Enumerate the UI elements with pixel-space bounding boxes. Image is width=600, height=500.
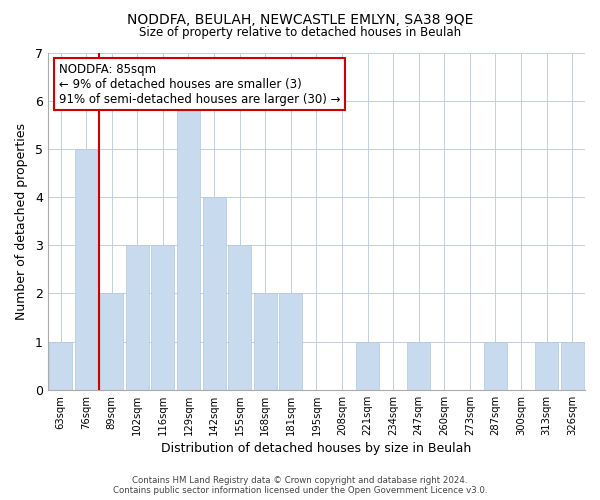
Bar	[560, 342, 584, 390]
Y-axis label: Number of detached properties: Number of detached properties	[15, 122, 28, 320]
Bar	[177, 100, 200, 390]
Bar	[356, 342, 379, 390]
Bar	[151, 246, 175, 390]
Bar	[254, 294, 277, 390]
Bar	[203, 197, 226, 390]
Bar	[126, 246, 149, 390]
Text: NODDFA, BEULAH, NEWCASTLE EMLYN, SA38 9QE: NODDFA, BEULAH, NEWCASTLE EMLYN, SA38 9Q…	[127, 12, 473, 26]
Bar	[484, 342, 507, 390]
Bar	[74, 149, 98, 390]
Bar	[228, 246, 251, 390]
Text: Size of property relative to detached houses in Beulah: Size of property relative to detached ho…	[139, 26, 461, 39]
Bar	[407, 342, 430, 390]
Text: NODDFA: 85sqm
← 9% of detached houses are smaller (3)
91% of semi-detached house: NODDFA: 85sqm ← 9% of detached houses ar…	[59, 62, 340, 106]
X-axis label: Distribution of detached houses by size in Beulah: Distribution of detached houses by size …	[161, 442, 472, 455]
Bar	[280, 294, 302, 390]
Text: Contains HM Land Registry data © Crown copyright and database right 2024.
Contai: Contains HM Land Registry data © Crown c…	[113, 476, 487, 495]
Bar	[49, 342, 72, 390]
Bar	[535, 342, 558, 390]
Bar	[100, 294, 123, 390]
